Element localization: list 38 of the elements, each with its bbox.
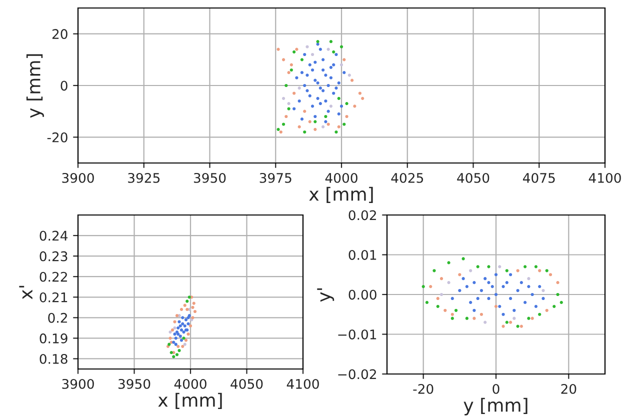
x-tick-label: 3900 [62, 172, 94, 183]
x-tick-label: 4050 [230, 378, 263, 389]
x-tick-label: 20 [561, 384, 576, 394]
y-tick-label: -20 [47, 132, 68, 142]
y-tick-label: 0.02 [348, 210, 376, 220]
x-tick-label: 3900 [62, 378, 94, 389]
y-tick-label: 0.18 [40, 354, 68, 364]
y-tick-label: 0.22 [40, 272, 67, 282]
y-axis-title: y [mm] [26, 54, 44, 118]
x-tick-label: -20 [413, 384, 434, 394]
y-tick-label: 20 [52, 29, 68, 40]
x-axis-title: x [mm] [309, 186, 373, 203]
y-tick-label: 0.21 [40, 292, 68, 302]
x-tick-label: 4050 [457, 172, 490, 183]
y-axis-title: x' [19, 286, 32, 300]
y-tick-label: 0 [60, 80, 68, 91]
y-tick-label: 0.23 [40, 251, 68, 262]
x-tick-label: 4000 [174, 378, 206, 389]
x-tick-label: 0 [492, 384, 500, 394]
x-tick-label: 4025 [391, 172, 424, 183]
x-axis-title: x [mm] [158, 392, 222, 409]
y-tick-label: 0.2 [48, 312, 67, 323]
x-tick-label: 4100 [588, 172, 621, 183]
x-tick-label: 3950 [194, 172, 226, 183]
y-tick-label: 0.19 [40, 333, 68, 344]
y-tick-label: −0.02 [338, 369, 376, 380]
y-tick-label: 0.24 [40, 230, 68, 241]
x-tick-label: 4000 [325, 172, 358, 183]
x-tick-label: 3925 [128, 172, 160, 183]
x-axis-title: y [mm] [464, 398, 528, 416]
x-tick-label: 3950 [118, 378, 150, 389]
y-tick-label: 0.00 [348, 290, 376, 300]
y-axis-title: y' [317, 288, 334, 302]
y-tick-label: −0.01 [338, 329, 376, 340]
x-tick-label: 4100 [286, 378, 319, 389]
x-tick-label: 4075 [522, 172, 555, 183]
y-tick-label: 0.01 [348, 250, 376, 260]
x-tick-label: 3975 [260, 172, 292, 183]
